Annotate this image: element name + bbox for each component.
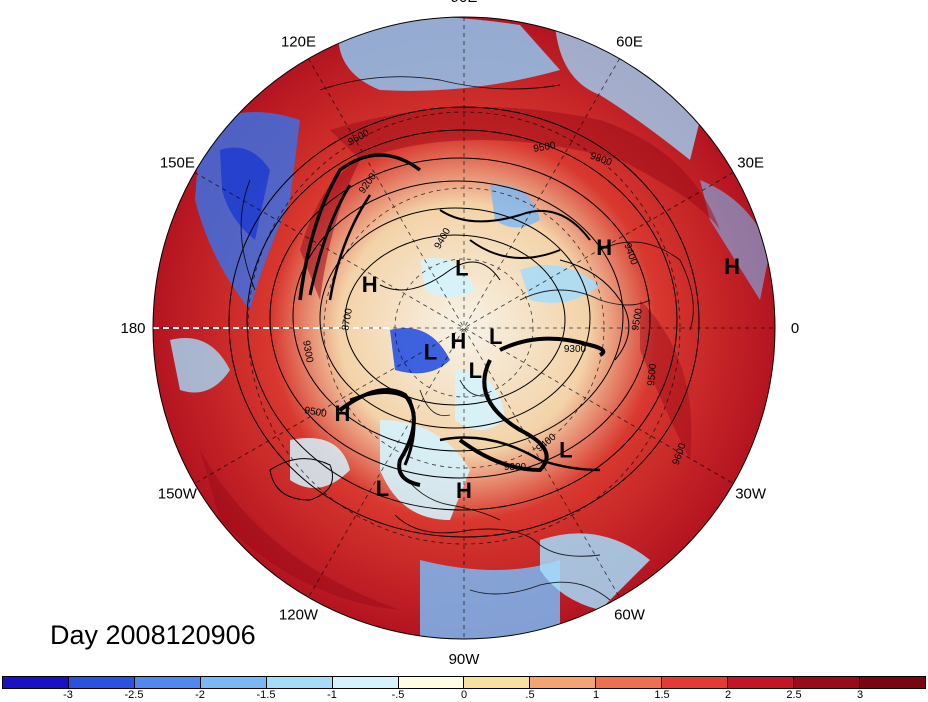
high-pressure-label: H — [596, 235, 612, 260]
high-pressure-label: H — [362, 272, 378, 297]
longitude-label: 120W — [279, 607, 319, 624]
longitude-label: 150E — [160, 155, 195, 172]
colorbar-tick-label: -1.5 — [256, 689, 276, 701]
longitude-label: 30E — [737, 155, 764, 172]
colorbar-tick-label: -1 — [327, 689, 337, 701]
low-pressure-label: L — [424, 339, 437, 364]
low-pressure-label: L — [489, 324, 502, 349]
colorbar-labels: -3 -2.5 -2 -1.5 -1 -.5 0 .5 1 1.5 2 2.5 3 — [2, 689, 926, 702]
colorbar-swatch — [596, 677, 663, 688]
contour-label: 9500 — [646, 363, 659, 387]
continent-outlines — [240, 76, 694, 601]
colorbar-tick-label: -2 — [195, 689, 205, 701]
height-contours — [228, 106, 700, 538]
colorbar-swatch — [398, 677, 465, 688]
contour-label: 8700 — [340, 307, 355, 331]
colorbar-tick-label: 2 — [724, 689, 732, 701]
colorbar-swatch — [794, 677, 860, 688]
colorbar-tick-label: 3 — [856, 689, 864, 701]
colorbar-tick-label: -2.5 — [124, 689, 144, 701]
colorbar-swatch — [134, 677, 201, 688]
low-pressure-label: L — [455, 256, 468, 281]
longitude-label: 150W — [158, 486, 198, 503]
contour-label: 9500 — [304, 405, 328, 420]
map-boundary — [152, 16, 776, 640]
colorbar-tick-label: 1.5 — [654, 689, 670, 701]
longitude-label: 0 — [791, 320, 799, 337]
contour-label: 9500 — [533, 140, 557, 155]
high-pressure-label: H — [456, 478, 472, 503]
colorbar-tick-label: 0 — [460, 689, 468, 701]
colorbar-tick-label: -3 — [63, 689, 73, 701]
colorbar-swatch — [464, 677, 531, 688]
colorbar-tick-label: 2.5 — [786, 689, 802, 701]
high-pressure-label: H — [724, 254, 740, 279]
high-pressure-label: H — [450, 328, 466, 353]
contour-label: 9300 — [564, 344, 587, 355]
longitude-label: 90W — [449, 651, 481, 668]
high-pressure-label: H — [335, 401, 351, 426]
longitude-labels: 90E 60E 30E 0 30W 60W 90W 120W 150W 180 150E 120E — [120, 0, 799, 668]
colorbar-swatch — [332, 677, 399, 688]
graticule — [153, 17, 775, 639]
contour-label: 9500 — [630, 307, 645, 331]
longitude-label: 90E — [451, 0, 478, 6]
colorbar-swatch — [530, 677, 597, 688]
colorbar-swatch — [662, 677, 729, 688]
longitude-label: 180 — [120, 320, 145, 337]
contour-label: 9300 — [504, 462, 527, 473]
longitude-label: 60W — [614, 607, 646, 624]
colorbar-tick-label: .5 — [525, 689, 535, 701]
colorbar — [2, 676, 926, 689]
colorbar-swatch — [728, 677, 795, 688]
date-label: Day 2008120906 — [50, 620, 256, 650]
contour-label: 9300 — [300, 340, 315, 364]
low-pressure-label: L — [376, 476, 389, 501]
longitude-label: 120E — [281, 33, 316, 50]
colorbar-swatch — [3, 677, 69, 688]
longitude-label: 60E — [616, 33, 643, 50]
colorbar-tick-label: 1 — [592, 689, 600, 701]
longitude-label: 30W — [735, 486, 767, 503]
low-pressure-label: L — [469, 358, 482, 383]
colorbar-swatch — [266, 677, 333, 688]
colorbar-swatch — [68, 677, 135, 688]
colorbar-swatch — [859, 677, 925, 688]
colorbar-tick-label: -.5 — [391, 689, 405, 701]
colorbar-swatch — [200, 677, 267, 688]
low-pressure-label: L — [559, 437, 572, 462]
